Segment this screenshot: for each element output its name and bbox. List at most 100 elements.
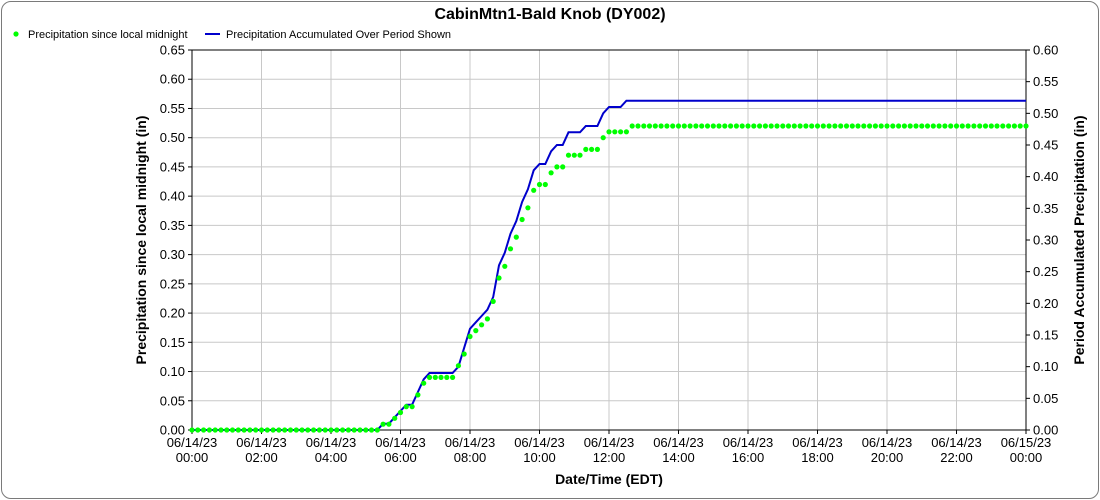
midnight-point — [774, 123, 780, 129]
midnight-point — [340, 427, 346, 433]
midnight-point — [907, 123, 913, 129]
midnight-point — [959, 123, 965, 129]
midnight-point — [965, 123, 971, 129]
x-tick-date: 06/14/23 — [723, 435, 774, 450]
right-tick-label: 0.35 — [1033, 201, 1058, 216]
midnight-point — [826, 123, 832, 129]
midnight-point — [560, 164, 566, 170]
right-tick-label: 0.30 — [1033, 233, 1058, 248]
midnight-point — [565, 152, 572, 158]
midnight-point — [797, 123, 803, 129]
midnight-point — [942, 123, 948, 129]
midnight-point — [235, 427, 241, 433]
midnight-point — [206, 427, 212, 433]
midnight-point — [444, 374, 450, 380]
midnight-point — [421, 380, 427, 386]
right-tick-label: 0.05 — [1033, 391, 1058, 406]
midnight-point — [287, 427, 294, 433]
midnight-point — [600, 135, 606, 141]
midnight-point — [502, 263, 508, 269]
right-tick-label: 0.55 — [1033, 74, 1058, 89]
series-midnight — [189, 123, 1029, 433]
midnight-point — [247, 427, 253, 433]
midnight-point — [745, 123, 751, 129]
midnight-point — [896, 123, 902, 129]
midnight-point — [334, 427, 340, 433]
midnight-point — [305, 427, 311, 433]
left-tick-label: 0.15 — [160, 335, 185, 350]
midnight-point — [322, 427, 328, 433]
midnight-point — [426, 374, 433, 380]
midnight-point — [229, 427, 236, 433]
midnight-point — [1000, 123, 1006, 129]
right-axis-ticks: 0.00 0.05 0.10 0.15 0.20 0.25 0.30 0.35 0.40 0.45… — [1026, 43, 1058, 438]
midnight-point — [994, 123, 1000, 129]
chart-title: CabinMtn1-Bald Knob (DY002) — [434, 6, 665, 23]
x-tick-time: 02:00 — [245, 450, 278, 465]
midnight-point — [583, 146, 589, 152]
midnight-point — [363, 427, 369, 433]
midnight-point — [351, 427, 357, 433]
left-tick-label: 0.60 — [160, 72, 185, 87]
x-axis-title: Date/Time (EDT) — [555, 471, 663, 487]
midnight-point — [890, 123, 896, 129]
midnight-point — [264, 427, 270, 433]
x-tick-time: 04:00 — [315, 450, 348, 465]
midnight-point — [1023, 123, 1029, 129]
midnight-point — [345, 427, 351, 433]
midnight-point — [867, 123, 873, 129]
midnight-point — [849, 123, 855, 129]
midnight-point — [930, 123, 936, 129]
right-tick-label: 0.45 — [1033, 138, 1058, 153]
x-tick-time: 00:00 — [1010, 450, 1043, 465]
midnight-point — [409, 404, 415, 410]
right-tick-label: 0.00 — [1033, 423, 1058, 438]
midnight-point — [884, 123, 890, 129]
midnight-point — [751, 123, 757, 129]
midnight-point — [675, 123, 682, 129]
midnight-point — [513, 234, 519, 240]
left-tick-label: 0.10 — [160, 364, 185, 379]
left-tick-label: 0.35 — [160, 218, 185, 233]
midnight-point — [652, 123, 658, 129]
midnight-point — [629, 123, 635, 129]
left-tick-label: 0.55 — [160, 101, 185, 116]
midnight-point — [201, 427, 207, 433]
x-tick-time: 00:00 — [176, 450, 209, 465]
x-tick-time: 08:00 — [454, 450, 487, 465]
midnight-point — [820, 123, 826, 129]
midnight-point — [913, 123, 919, 129]
midnight-point — [195, 427, 201, 433]
midnight-point — [936, 123, 942, 129]
right-tick-label: 0.50 — [1033, 106, 1058, 121]
left-tick-label: 0.45 — [160, 159, 185, 174]
midnight-point — [618, 129, 624, 135]
midnight-point — [316, 427, 322, 433]
x-tick-date: 06/14/23 — [792, 435, 843, 450]
right-tick-label: 0.60 — [1033, 43, 1058, 58]
midnight-point — [924, 123, 931, 129]
x-tick-time: 20:00 — [871, 450, 904, 465]
midnight-point — [872, 123, 879, 129]
x-tick-time: 10:00 — [523, 450, 556, 465]
midnight-point — [687, 123, 693, 129]
midnight-point — [681, 123, 687, 129]
midnight-point — [577, 152, 583, 158]
right-tick-label: 0.15 — [1033, 328, 1058, 343]
midnight-point — [386, 421, 392, 427]
midnight-point — [496, 275, 502, 281]
midnight-point — [971, 123, 977, 129]
x-tick-date: 06/14/23 — [514, 435, 565, 450]
midnight-point — [722, 123, 728, 129]
x-tick-date: 06/14/23 — [375, 435, 426, 450]
midnight-point — [525, 205, 531, 211]
right-tick-label: 0.10 — [1033, 359, 1058, 374]
legend-label-accumulated: Precipitation Accumulated Over Period Sh… — [226, 29, 451, 41]
left-tick-label: 0.40 — [160, 189, 185, 204]
midnight-point — [838, 123, 844, 129]
midnight-point — [490, 298, 496, 304]
left-tick-label: 0.50 — [160, 130, 185, 145]
right-tick-label: 0.25 — [1033, 264, 1058, 279]
midnight-point — [531, 187, 537, 193]
x-tick-date: 06/14/23 — [931, 435, 982, 450]
